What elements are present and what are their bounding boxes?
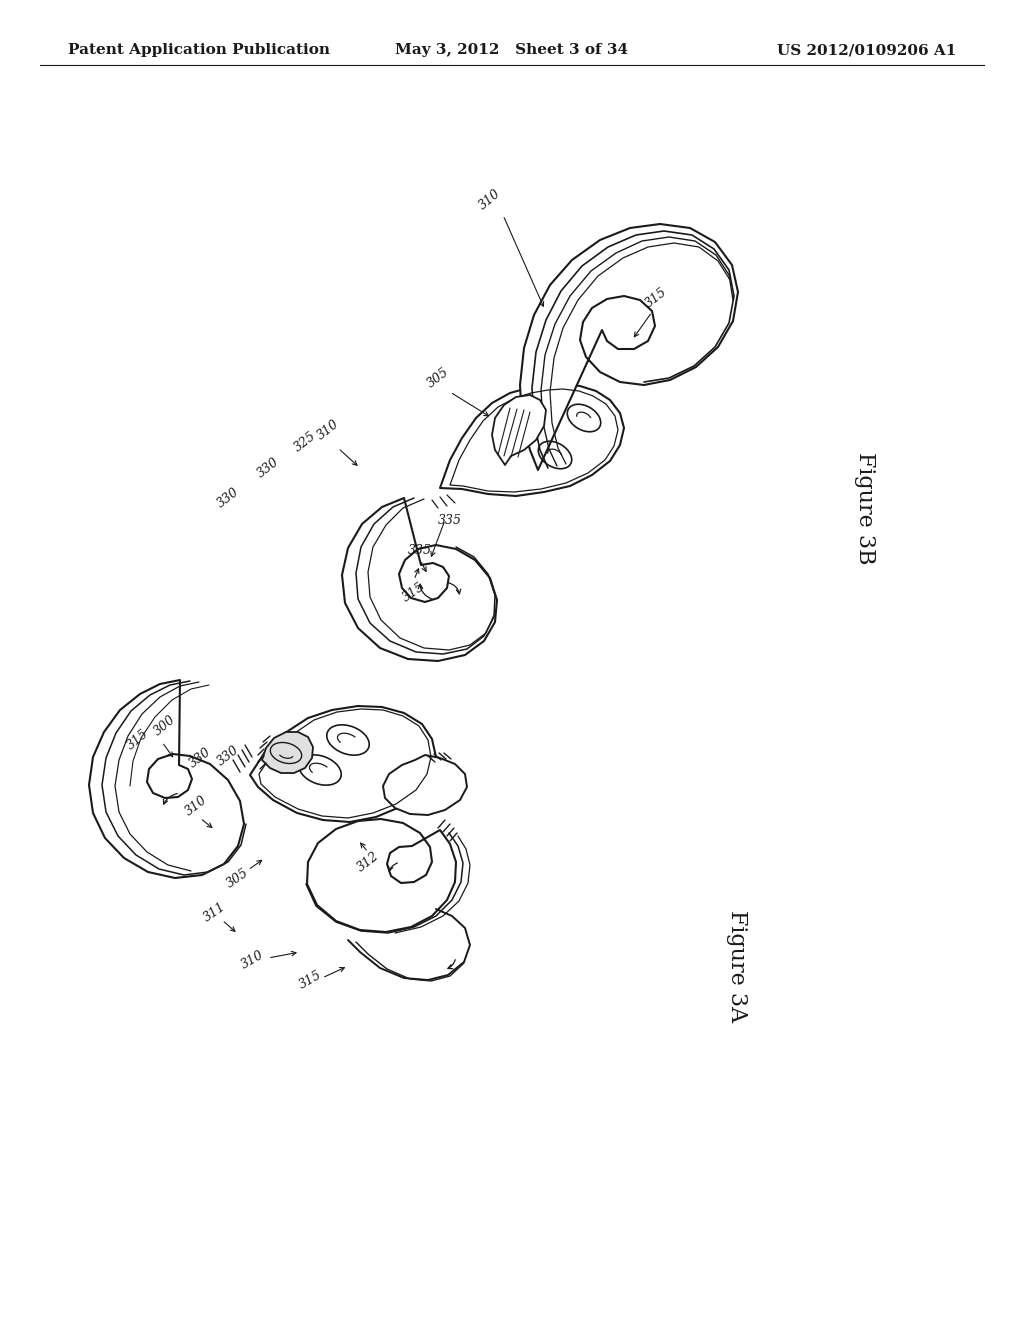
Text: 315: 315 <box>125 727 152 752</box>
Text: Figure 3A: Figure 3A <box>726 911 749 1022</box>
Text: 315: 315 <box>296 969 324 991</box>
Text: 315: 315 <box>642 285 670 310</box>
Text: 330: 330 <box>215 486 242 511</box>
Polygon shape <box>520 224 738 470</box>
Polygon shape <box>89 680 244 878</box>
Text: 305: 305 <box>224 866 252 890</box>
Text: 310: 310 <box>476 187 504 213</box>
Text: 310: 310 <box>239 948 265 972</box>
Text: 312: 312 <box>354 850 382 875</box>
Polygon shape <box>383 755 467 814</box>
Text: 300: 300 <box>152 713 178 739</box>
Text: 330: 330 <box>215 743 242 768</box>
Text: Patent Application Publication: Patent Application Publication <box>68 44 330 57</box>
Text: 335: 335 <box>408 544 432 557</box>
Text: 330: 330 <box>186 746 213 771</box>
Text: 325: 325 <box>292 429 318 454</box>
Polygon shape <box>492 395 546 465</box>
Text: 315: 315 <box>400 579 428 605</box>
Text: May 3, 2012   Sheet 3 of 34: May 3, 2012 Sheet 3 of 34 <box>395 44 629 57</box>
Text: 311: 311 <box>202 900 228 924</box>
Text: 310: 310 <box>314 417 341 442</box>
Text: 330: 330 <box>255 455 282 480</box>
Text: 310: 310 <box>182 793 210 818</box>
Text: 335: 335 <box>438 513 462 527</box>
Text: US 2012/0109206 A1: US 2012/0109206 A1 <box>776 44 956 57</box>
Polygon shape <box>262 733 313 774</box>
Polygon shape <box>250 706 436 822</box>
Text: Figure 3B: Figure 3B <box>854 451 877 565</box>
Polygon shape <box>342 498 497 661</box>
Text: 305: 305 <box>425 366 452 391</box>
Polygon shape <box>307 818 456 932</box>
Polygon shape <box>440 384 624 496</box>
